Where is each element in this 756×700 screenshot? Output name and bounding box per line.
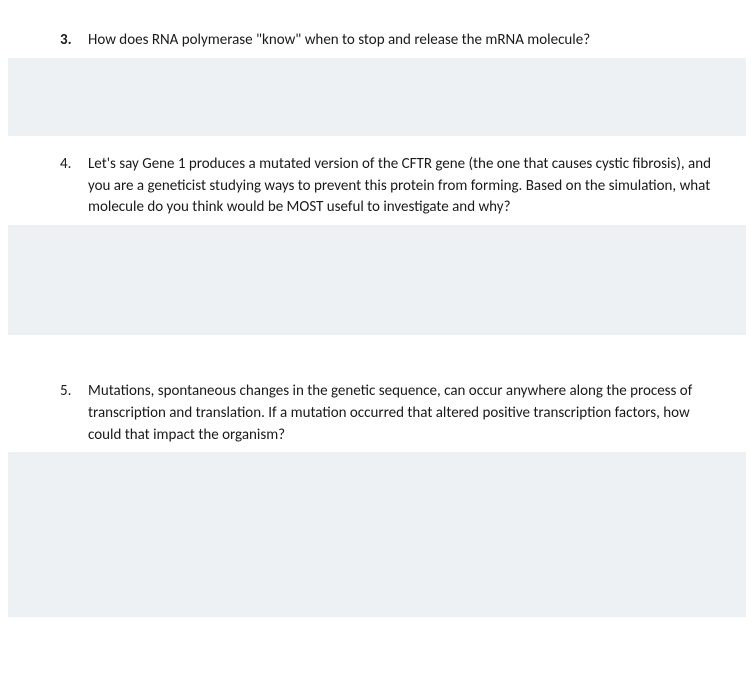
answer-area[interactable]: [8, 452, 746, 617]
answer-area[interactable]: [8, 225, 746, 335]
question-text: Mutations, spontaneous changes in the ge…: [88, 381, 716, 446]
spacer: [60, 353, 716, 381]
question-number: 3.: [60, 30, 88, 51]
question-row: 4. Let's say Gene 1 produces a mutated v…: [60, 154, 716, 219]
question-block-5: 5. Mutations, spontaneous changes in the…: [60, 381, 716, 617]
answer-area[interactable]: [8, 58, 746, 136]
question-block-3: 3. How does RNA polymerase "know" when t…: [60, 30, 716, 136]
question-row: 5. Mutations, spontaneous changes in the…: [60, 381, 716, 446]
question-row: 3. How does RNA polymerase "know" when t…: [60, 30, 716, 52]
question-number: 4.: [60, 154, 88, 175]
question-block-4: 4. Let's say Gene 1 produces a mutated v…: [60, 154, 716, 335]
question-text: How does RNA polymerase "know" when to s…: [88, 30, 716, 52]
question-number: 5.: [60, 381, 88, 402]
question-text: Let's say Gene 1 produces a mutated vers…: [88, 154, 716, 219]
